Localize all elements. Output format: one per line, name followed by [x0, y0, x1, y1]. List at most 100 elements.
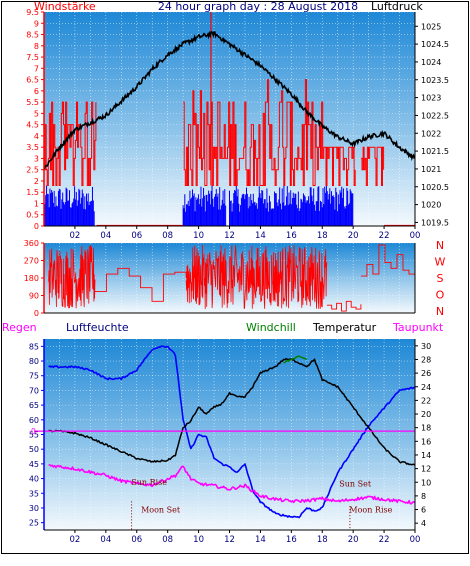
humidity-tick-label: 45: [29, 460, 39, 469]
temp-tick-label: 4: [421, 519, 426, 528]
time-tick-label: 10: [193, 231, 204, 241]
time-tick-label: 18: [317, 231, 328, 241]
wind-direction-step: [326, 300, 362, 312]
direction-tick-label: 360: [24, 239, 39, 248]
wind-tick-label: 3: [34, 154, 39, 163]
wind-tick-label: 2.5: [26, 166, 39, 175]
temp-tick-label: 30: [421, 342, 431, 351]
wind-tick-label: 7: [34, 64, 39, 73]
wind-direction-step: [95, 267, 187, 302]
time-tick-label: 16: [286, 535, 297, 545]
humidity-tick-label: 40: [29, 475, 39, 484]
time-tick-label: 06: [131, 231, 142, 241]
temp-tick-label: 28: [421, 355, 431, 364]
pressure-tick-label: 1022: [421, 129, 441, 138]
time-tick-label: 10: [193, 535, 204, 545]
time-tick-label: 20: [348, 535, 359, 545]
direction-tick-label: 270: [24, 257, 39, 266]
humidity-label: Luftfeuchte: [66, 321, 129, 334]
wind-tick-label: 1.5: [26, 188, 39, 197]
time-tick-label: 22: [379, 231, 390, 241]
temp-tick-label: 22: [421, 396, 431, 405]
direction-tick-label: 0: [34, 309, 39, 318]
temp-tick-label: 20: [421, 410, 431, 419]
wind-tick-label: 0.5: [26, 211, 39, 220]
time-tick-label: 22: [379, 535, 390, 545]
pressure-tick-label: 1019.5: [421, 218, 449, 227]
temp-tick-label: 12: [421, 465, 431, 474]
temperature-label: Temperatur: [312, 321, 377, 334]
moon-set-label: Moon Set: [141, 505, 181, 514]
time-tick-label: 02: [70, 535, 81, 545]
time-tick-label: 16: [286, 231, 297, 241]
compass-label: S: [437, 272, 444, 285]
wind-tick-label: 8: [34, 42, 39, 51]
wind-tick-label: 5.5: [26, 98, 39, 107]
rain-label: Regen: [2, 321, 37, 334]
humidity-tick-label: 55: [29, 431, 39, 440]
temp-tick-label: 26: [421, 369, 431, 378]
moon-rise-label: Moon Rise: [349, 505, 392, 514]
wind-direction-trace: [185, 244, 328, 310]
rain-tick-label: 0: [31, 427, 36, 436]
compass-label: O: [436, 289, 445, 302]
wind-label: Windstärke: [34, 0, 96, 13]
pressure-tick-label: 1024.5: [421, 40, 449, 49]
pressure-tick-label: 1022.5: [421, 111, 449, 120]
humidity-tick-label: 50: [29, 445, 39, 454]
time-tick-label: 04: [100, 535, 111, 545]
time-tick-label: 18: [317, 535, 328, 545]
pressure-tick-label: 1020: [421, 201, 441, 210]
dewpoint-label: Taupunkt: [392, 321, 444, 334]
compass-label: N: [436, 239, 444, 252]
time-tick-label: 14: [255, 231, 266, 241]
pressure-tick-label: 1021.5: [421, 147, 449, 156]
outer-frame: [1, 1, 469, 554]
time-tick-label: 12: [224, 231, 235, 241]
humidity-tick-label: 30: [29, 504, 39, 513]
time-tick-label: 08: [162, 535, 173, 545]
wind-tick-label: 0: [34, 222, 39, 231]
time-tick-label: 06: [131, 535, 142, 545]
wind-tick-label: 6.5: [26, 76, 39, 85]
windchill-line: [283, 355, 308, 364]
compass-label: N: [436, 305, 444, 318]
temp-tick-label: 10: [421, 478, 431, 487]
time-tick-label: 20: [348, 231, 359, 241]
temp-tick-label: 8: [421, 492, 426, 501]
wind-tick-label: 4: [34, 132, 39, 141]
dewpoint-line: [48, 464, 416, 505]
wind-gust-line: [44, 101, 97, 186]
temp-tick-label: 24: [421, 383, 431, 392]
wind-tick-label: 4.5: [26, 121, 39, 130]
sun-rise-label: Sun Rise: [131, 478, 167, 487]
windchill-label: Windchill: [246, 321, 296, 334]
humidity-tick-label: 60: [29, 416, 39, 425]
pressure-tick-label: 1023.5: [421, 76, 449, 85]
humidity-line: [48, 345, 416, 519]
time-tick-label: 12: [224, 535, 235, 545]
temperature-line: [48, 357, 416, 466]
wind-tick-label: 2: [34, 177, 39, 186]
chart-title: 24 hour graph day : 28 August 2018: [158, 0, 358, 13]
wind-tick-label: 7.5: [26, 53, 39, 62]
time-tick-label: 00: [410, 231, 421, 241]
humidity-tick-label: 35: [29, 489, 39, 498]
time-tick-label: 04: [100, 231, 111, 241]
pressure-tick-label: 1025: [421, 22, 441, 31]
temp-tick-label: 6: [421, 506, 426, 515]
wind-direction-trace: [48, 245, 96, 309]
pressure-tick-label: 1024: [421, 58, 441, 67]
humidity-tick-label: 70: [29, 386, 39, 395]
humidity-tick-label: 25: [29, 519, 39, 528]
pressure-tick-label: 1021: [421, 165, 441, 174]
wind-gust-line: [360, 146, 385, 186]
direction-tick-label: 180: [24, 274, 39, 283]
wind-tick-label: 9.5: [26, 8, 39, 17]
pressure-label: Luftdruck: [371, 0, 423, 13]
wind-tick-label: 6: [34, 87, 39, 96]
wind-direction-step: [360, 244, 416, 286]
wind-gust-line: [183, 79, 356, 186]
